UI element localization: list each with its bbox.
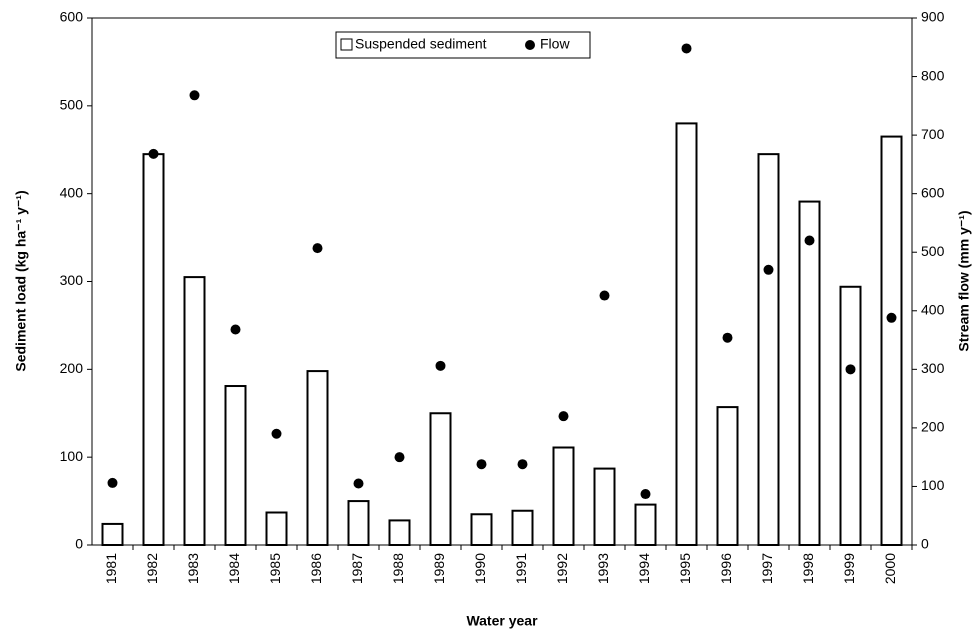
bar	[470, 513, 493, 547]
legend-label: Flow	[540, 36, 570, 52]
flow-point	[476, 459, 487, 470]
x-tick-label: 1990	[472, 553, 488, 584]
bar	[101, 522, 124, 546]
flow-point	[312, 243, 323, 254]
x-tick-label: 1999	[841, 553, 857, 584]
x-tick-label: 1981	[103, 553, 119, 584]
bar	[511, 509, 534, 546]
bar	[880, 135, 903, 546]
legend-box	[335, 31, 591, 59]
bar	[757, 153, 780, 546]
bar	[306, 370, 329, 546]
flow-point	[804, 235, 815, 246]
y2-tick-label: 400	[921, 301, 945, 317]
flow-point	[517, 459, 528, 470]
x-tick-label: 1994	[636, 553, 652, 584]
flow-point	[599, 290, 610, 301]
y-tick-label: 300	[60, 272, 84, 288]
plot-frame	[91, 17, 913, 546]
y2-axis-title: Stream flow (mm y⁻¹)	[956, 210, 972, 351]
legend-label: Suspended sediment	[355, 36, 487, 52]
bar	[265, 511, 288, 546]
x-tick-label: 2000	[882, 553, 898, 584]
flow-point	[845, 364, 856, 375]
flow-point	[886, 312, 897, 323]
x-tick-label: 1993	[595, 553, 611, 584]
x-tick-label: 1997	[759, 553, 775, 584]
x-tick-label: 1996	[718, 553, 734, 584]
y2-tick-label: 600	[921, 184, 945, 200]
bar	[183, 276, 206, 546]
flow-point	[394, 452, 405, 463]
y-tick-label: 200	[60, 360, 84, 376]
y2-tick-label: 100	[921, 477, 945, 493]
y-axis-title: Sediment load (kg ha⁻¹ y⁻¹)	[13, 190, 29, 371]
flow-point	[189, 90, 200, 101]
x-axis-title: Water year	[466, 613, 538, 629]
x-tick-label: 1989	[431, 553, 447, 584]
flow-point	[148, 148, 159, 159]
flow-point	[230, 324, 241, 335]
y2-tick-label: 500	[921, 243, 945, 259]
flow-point	[763, 264, 774, 275]
y2-tick-label: 700	[921, 126, 945, 142]
bar	[839, 285, 862, 546]
flow-point	[722, 332, 733, 343]
bar	[634, 503, 657, 547]
bar	[142, 153, 165, 546]
y-tick-label: 600	[60, 9, 84, 25]
x-tick-label: 1991	[513, 553, 529, 584]
y2-tick-label: 300	[921, 360, 945, 376]
bar	[716, 406, 739, 546]
x-tick-label: 1998	[800, 553, 816, 584]
bar	[593, 467, 616, 546]
x-tick-label: 1986	[308, 553, 324, 584]
bar	[552, 446, 575, 547]
flow-point	[681, 43, 692, 54]
x-tick-label: 1985	[267, 553, 283, 584]
bar	[224, 385, 247, 546]
x-tick-label: 1995	[677, 553, 693, 584]
x-tick-label: 1992	[554, 553, 570, 584]
y2-tick-label: 800	[921, 67, 945, 83]
x-tick-label: 1984	[226, 553, 242, 584]
x-tick-label: 1983	[185, 553, 201, 584]
flow-point	[107, 477, 118, 488]
y2-tick-label: 200	[921, 419, 945, 435]
flow-point	[558, 411, 569, 422]
flow-point	[353, 478, 364, 489]
legend-swatch	[525, 40, 535, 50]
flow-point	[271, 428, 282, 439]
bar	[798, 200, 821, 547]
x-tick-label: 1988	[390, 553, 406, 584]
y-tick-label: 0	[75, 536, 83, 552]
flow-point	[435, 360, 446, 371]
bar	[347, 500, 370, 547]
flow-point	[640, 489, 651, 500]
y-tick-label: 400	[60, 184, 84, 200]
x-tick-label: 1987	[349, 553, 365, 584]
y-tick-label: 500	[60, 97, 84, 113]
y2-tick-label: 0	[921, 536, 929, 552]
bar	[429, 412, 452, 546]
y-tick-label: 100	[60, 448, 84, 464]
x-tick-label: 1982	[144, 553, 160, 584]
bar	[388, 519, 411, 547]
legend-swatch	[340, 38, 353, 51]
y2-tick-label: 900	[921, 9, 945, 25]
bar	[675, 122, 698, 547]
